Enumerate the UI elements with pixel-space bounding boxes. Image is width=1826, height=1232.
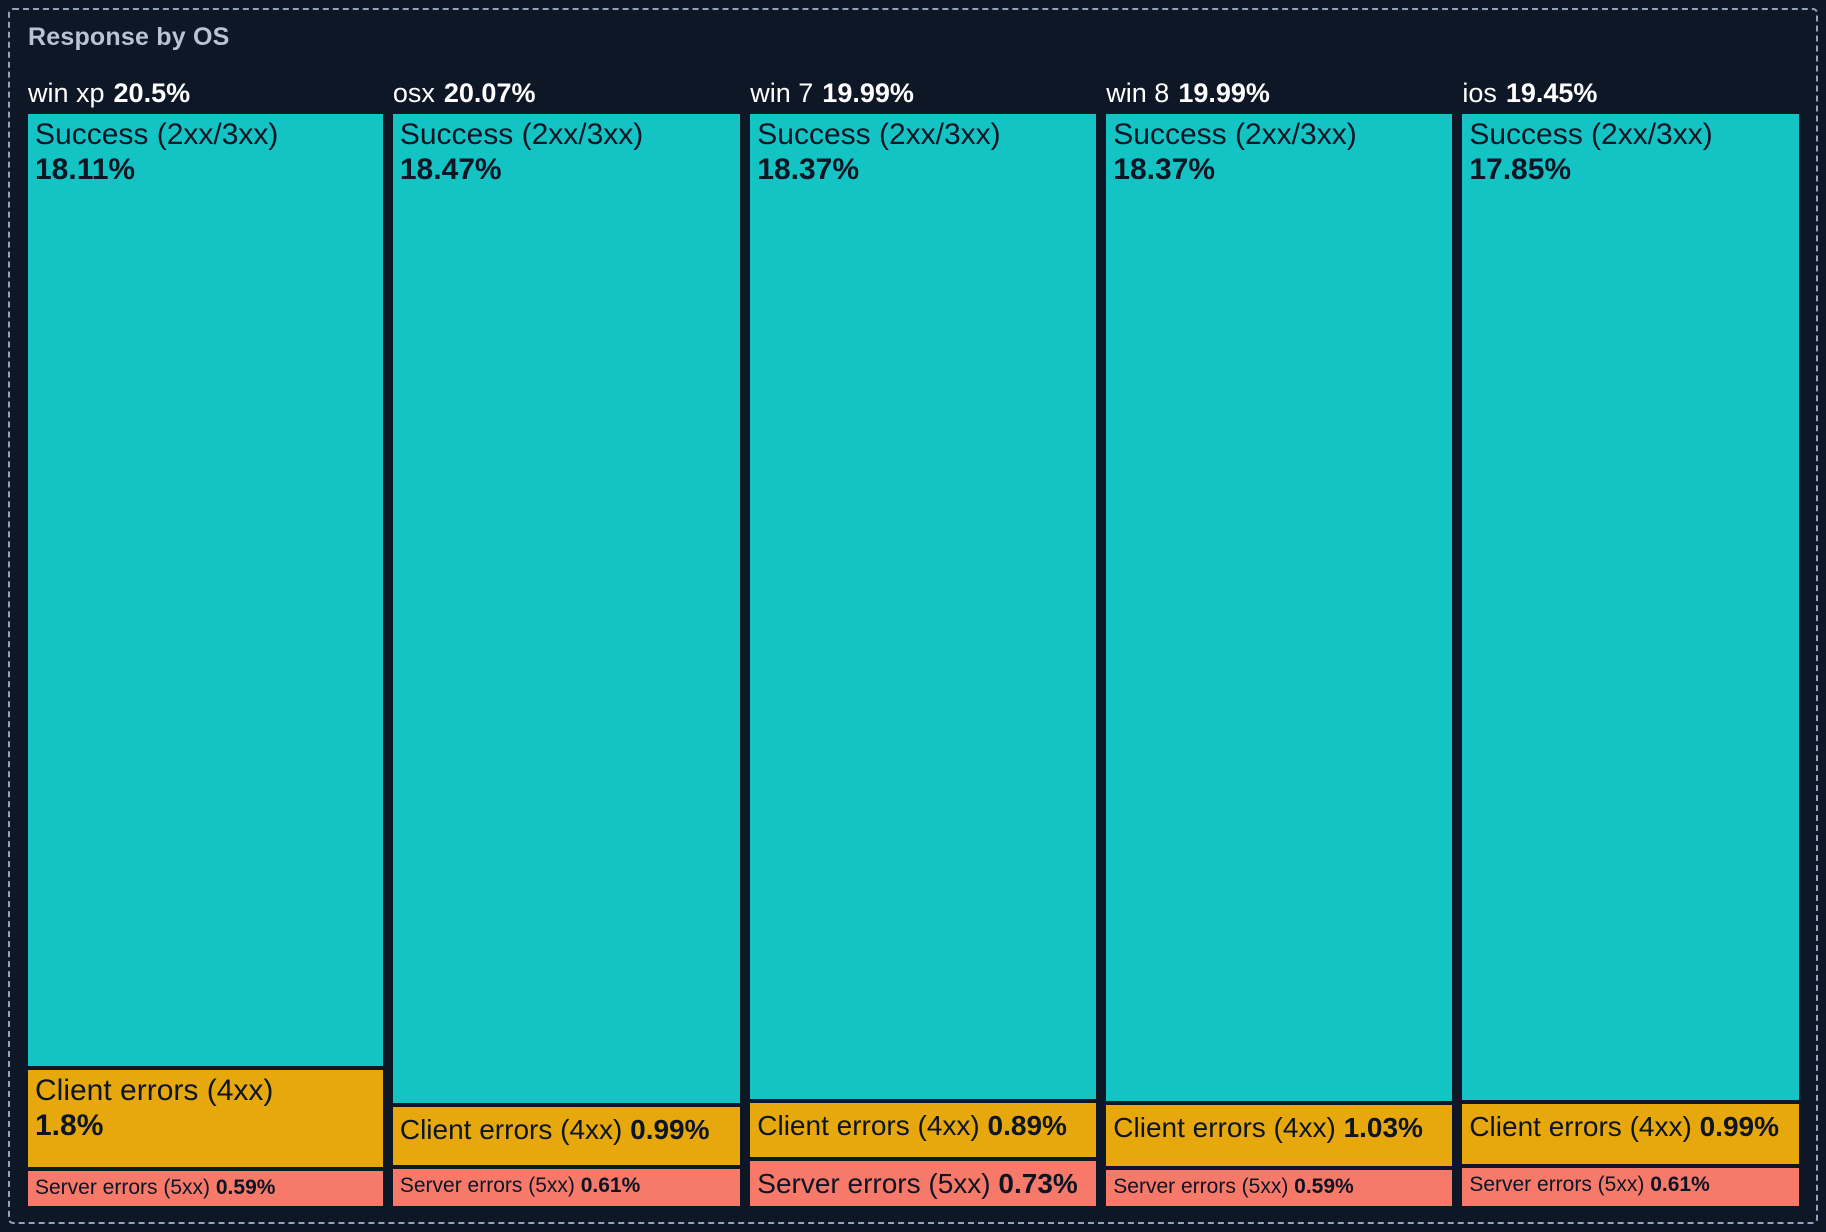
response-by-os-panel: Response by OS win xp 20.5% Success (2xx/3… bbox=[8, 8, 1818, 1224]
treemap-cell-win-7-success[interactable]: Success (2xx/3xx) 18.37% bbox=[750, 114, 1097, 1100]
os-share-value: 20.5% bbox=[113, 78, 191, 108]
cell-line: Client errors (4xx) 1.03% bbox=[1113, 1111, 1446, 1144]
os-share-value: 20.07% bbox=[443, 78, 536, 108]
treemap-cell-ios-success[interactable]: Success (2xx/3xx) 17.85% bbox=[1462, 114, 1799, 1100]
treemap-cell-osx-server-errors[interactable]: Server errors (5xx) 0.61% bbox=[392, 1169, 741, 1206]
cell-line: Server errors (5xx) 0.73% bbox=[757, 1167, 1090, 1200]
treemap-group-osx: osx 20.07% Success (2xx/3xx) 18.47% Client e… bbox=[392, 78, 741, 1206]
os-name-label: ios bbox=[1462, 78, 1497, 108]
cell-value: 0.61% bbox=[580, 1174, 641, 1198]
cell-label: Success (2xx/3xx) bbox=[757, 118, 1001, 151]
treemap-cell-osx-success[interactable]: Success (2xx/3xx) 18.47% bbox=[392, 114, 741, 1103]
treemap-cell-win-7-server-errors[interactable]: Server errors (5xx) 0.73% bbox=[750, 1160, 1097, 1206]
os-share-value: 19.99% bbox=[1178, 78, 1270, 108]
treemap-group-win-8: win 8 19.99% Success (2xx/3xx) 18.37% Client… bbox=[1106, 78, 1453, 1206]
os-name-label: win xp bbox=[28, 78, 105, 108]
treemap-cell-win-8-client-errors[interactable]: Client errors (4xx) 1.03% bbox=[1106, 1105, 1453, 1167]
cell-label: Server errors (5xx) bbox=[399, 1174, 575, 1198]
panel-title: Response by OS bbox=[28, 23, 230, 51]
cell-line: Server errors (5xx) 0.59% bbox=[35, 1175, 377, 1200]
treemap-cell-win-xp-client-errors[interactable]: Client errors (4xx) 1.8% bbox=[28, 1069, 383, 1168]
treemap-group-header-win-7: win 7 19.99% bbox=[750, 78, 1096, 114]
cell-value: 17.85% bbox=[1469, 153, 1572, 186]
cell-line: Server errors (5xx) 0.61% bbox=[400, 1173, 734, 1198]
cell-value: 0.61% bbox=[1650, 1173, 1710, 1197]
treemap-group-segments: Success (2xx/3xx) 18.37% Client errors (4x… bbox=[750, 114, 1097, 1206]
treemap-group-ios: ios 19.45% Success (2xx/3xx) 17.85% Client e… bbox=[1462, 78, 1799, 1206]
treemap-cell-osx-client-errors[interactable]: Client errors (4xx) 0.99% bbox=[392, 1106, 741, 1166]
os-name-label: osx bbox=[392, 78, 435, 108]
treemap-group-segments: Success (2xx/3xx) 18.11% Client errors (4x… bbox=[28, 114, 383, 1206]
cell-label: Success (2xx/3xx) bbox=[1469, 118, 1713, 151]
cell-line: Server errors (5xx) 0.59% bbox=[1113, 1174, 1446, 1199]
cell-line: Client errors (4xx) 0.99% bbox=[400, 1113, 734, 1146]
cell-line: Client errors (4xx) 0.89% bbox=[757, 1109, 1090, 1142]
cell-value: 18.37% bbox=[1113, 153, 1216, 186]
treemap-group-header-win-xp: win xp 20.5% bbox=[28, 78, 383, 114]
treemap-group-segments: Success (2xx/3xx) 18.37% Client errors (4x… bbox=[1106, 114, 1453, 1206]
treemap-group-header-osx: osx 20.07% bbox=[393, 78, 740, 114]
cell-label: Success (2xx/3xx) bbox=[1113, 118, 1357, 151]
cell-value: 1.8% bbox=[35, 1108, 104, 1142]
cell-value: 18.11% bbox=[35, 153, 136, 186]
cell-value: 18.47% bbox=[399, 153, 502, 186]
os-share-value: 19.99% bbox=[822, 78, 914, 108]
treemap-cell-win-7-client-errors[interactable]: Client errors (4xx) 0.89% bbox=[750, 1103, 1097, 1157]
treemap-cell-win-xp-server-errors[interactable]: Server errors (5xx) 0.59% bbox=[28, 1171, 383, 1206]
cell-label: Success (2xx/3xx) bbox=[399, 118, 644, 151]
cell-label: Client errors (4xx) bbox=[757, 1110, 980, 1142]
cell-value: 18.37% bbox=[757, 153, 860, 186]
cell-label: Client errors (4xx) bbox=[1469, 1110, 1692, 1142]
cell-label: Success (2xx/3xx) bbox=[35, 118, 279, 151]
cell-label: Server errors (5xx) bbox=[1113, 1175, 1289, 1199]
cell-label: Client errors (4xx) bbox=[399, 1113, 623, 1145]
treemap-cell-ios-client-errors[interactable]: Client errors (4xx) 0.99% bbox=[1462, 1103, 1799, 1165]
treemap-group-header-win-8: win 8 19.99% bbox=[1106, 78, 1452, 114]
cell-value: 1.03% bbox=[1343, 1112, 1423, 1144]
cell-label: Client errors (4xx) bbox=[1113, 1112, 1336, 1144]
cell-line: Server errors (5xx) 0.61% bbox=[1469, 1172, 1793, 1197]
treemap-chart: win xp 20.5% Success (2xx/3xx) 18.11% Client… bbox=[28, 78, 1799, 1206]
treemap-group-segments: Success (2xx/3xx) 18.47% Client errors (4x… bbox=[392, 114, 741, 1206]
treemap-group-win-xp: win xp 20.5% Success (2xx/3xx) 18.11% Client… bbox=[28, 78, 383, 1206]
treemap-group-segments: Success (2xx/3xx) 17.85% Client errors (4x… bbox=[1462, 114, 1799, 1206]
treemap-group-header-ios: ios 19.45% bbox=[1462, 78, 1799, 114]
os-share-value: 19.45% bbox=[1505, 78, 1598, 108]
treemap-cell-ios-server-errors[interactable]: Server errors (5xx) 0.61% bbox=[1462, 1168, 1799, 1206]
cell-label: Server errors (5xx) bbox=[757, 1167, 991, 1199]
cell-value: 0.99% bbox=[1699, 1110, 1779, 1142]
cell-value: 0.89% bbox=[987, 1110, 1067, 1142]
cell-value: 0.99% bbox=[630, 1113, 710, 1145]
treemap-group-win-7: win 7 19.99% Success (2xx/3xx) 18.37% Client… bbox=[750, 78, 1097, 1206]
cell-label: Server errors (5xx) bbox=[35, 1176, 211, 1200]
os-name-label: win 7 bbox=[750, 78, 814, 108]
cell-label: Client errors (4xx) bbox=[35, 1073, 274, 1107]
os-name-label: win 8 bbox=[1106, 78, 1170, 108]
cell-value: 0.59% bbox=[1294, 1175, 1354, 1199]
treemap-cell-win-xp-success[interactable]: Success (2xx/3xx) 18.11% bbox=[28, 114, 383, 1066]
cell-line: Client errors (4xx) 0.99% bbox=[1469, 1110, 1793, 1143]
treemap-cell-win-8-success[interactable]: Success (2xx/3xx) 18.37% bbox=[1106, 114, 1453, 1102]
cell-value: 0.73% bbox=[998, 1167, 1078, 1199]
cell-value: 0.59% bbox=[215, 1176, 276, 1200]
cell-label: Server errors (5xx) bbox=[1469, 1173, 1645, 1197]
treemap-cell-win-8-server-errors[interactable]: Server errors (5xx) 0.59% bbox=[1106, 1170, 1453, 1206]
